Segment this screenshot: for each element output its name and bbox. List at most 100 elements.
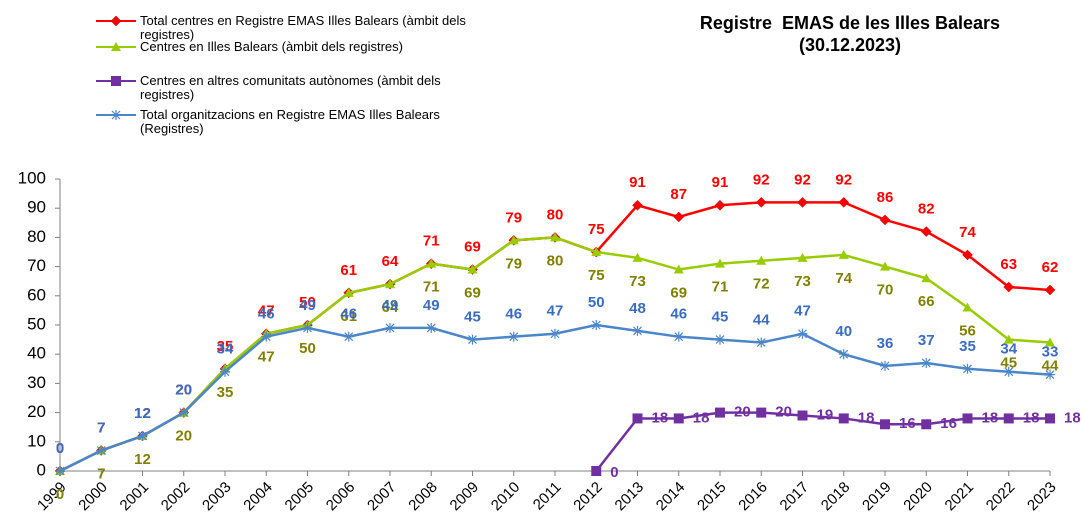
marker: [426, 258, 437, 268]
legend-entry: Total organitzacions en Registre EMAS Il…: [140, 107, 440, 136]
data-label: 71: [423, 279, 440, 296]
x-tick-label: 2010: [488, 479, 524, 515]
data-label: 92: [794, 171, 811, 188]
data-label: 50: [299, 340, 316, 357]
x-tick-label: 2023: [1024, 479, 1060, 515]
data-label: 36: [877, 335, 894, 352]
data-label: 46: [670, 306, 687, 323]
marker: [838, 413, 849, 424]
marker: [673, 264, 684, 274]
data-label: 91: [712, 174, 729, 191]
x-tick-label: 2002: [158, 479, 194, 515]
marker: [756, 337, 767, 348]
data-label: 47: [794, 303, 811, 320]
data-label: 45: [464, 309, 481, 326]
x-tick-label: 2013: [612, 479, 648, 515]
data-label: 56: [959, 322, 976, 339]
y-tick-label: 100: [18, 168, 46, 187]
marker: [1044, 284, 1056, 296]
data-label: 49: [299, 297, 316, 314]
marker: [302, 322, 313, 333]
data-label: 61: [340, 308, 357, 325]
legend-key: [96, 42, 136, 51]
data-label: 47: [258, 303, 275, 320]
data-label: 71: [712, 279, 729, 296]
data-label: 50: [299, 294, 316, 311]
marker: [715, 407, 725, 418]
marker: [962, 302, 973, 312]
data-label: 69: [464, 238, 481, 255]
marker: [797, 197, 808, 208]
marker: [261, 331, 272, 342]
legend-entry: Centres en altres comunitats autònomes (…: [140, 73, 441, 102]
marker: [508, 235, 519, 245]
x-tick-label: 2001: [117, 479, 153, 515]
marker: [838, 349, 849, 360]
data-label: 64: [382, 299, 399, 316]
data-label: 75: [588, 221, 605, 238]
x-tick-label: 2015: [694, 479, 730, 515]
marker: [1003, 413, 1014, 424]
marker: [508, 331, 519, 342]
marker: [797, 328, 808, 339]
marker: [756, 255, 767, 265]
data-label: 48: [629, 300, 646, 317]
marker: [550, 328, 560, 339]
data-label: 73: [794, 273, 811, 290]
marker: [385, 322, 395, 333]
data-label: 19: [817, 406, 834, 423]
data-label: 46: [505, 306, 522, 323]
data-label: 18: [652, 409, 669, 426]
x-tick-label: 2008: [405, 479, 441, 515]
marker: [921, 419, 932, 430]
data-label: 63: [1000, 256, 1017, 273]
marker: [962, 249, 973, 261]
marker: [755, 197, 767, 208]
data-label: 49: [423, 297, 440, 314]
marker: [426, 322, 437, 333]
data-label: 79: [505, 209, 522, 226]
marker: [673, 331, 684, 342]
x-tick-label: 2000: [75, 479, 111, 515]
marker: [343, 331, 354, 342]
data-label: 73: [629, 273, 646, 290]
data-label: 91: [629, 174, 646, 191]
data-label: 20: [175, 428, 192, 445]
data-label: 79: [505, 255, 522, 272]
data-label: 69: [464, 284, 481, 301]
marker: [96, 445, 107, 456]
data-label: 50: [588, 294, 605, 311]
marker: [880, 419, 890, 430]
y-tick-label: 40: [27, 344, 46, 363]
data-label: 34: [217, 341, 234, 358]
x-tick-label: 2021: [942, 479, 978, 515]
data-label: 80: [547, 252, 564, 269]
y-tick-label: 0: [37, 460, 46, 479]
series-line: [595, 411, 1050, 472]
data-label: 33: [1042, 344, 1059, 361]
marker: [385, 279, 395, 289]
marker: [880, 261, 890, 271]
legend-key: [96, 110, 136, 120]
marker: [467, 334, 478, 345]
marker: [962, 413, 973, 424]
data-label: 16: [899, 415, 916, 432]
marker: [962, 363, 973, 374]
data-label: 45: [1000, 355, 1017, 372]
data-label: 47: [547, 303, 564, 320]
legend-key: [96, 76, 136, 86]
marker: [797, 410, 808, 421]
data-label: 35: [959, 338, 976, 355]
marker: [178, 407, 189, 418]
x-tick-label: 2003: [199, 479, 235, 515]
data-label: 7: [97, 420, 105, 437]
marker: [55, 466, 65, 476]
marker: [838, 249, 849, 259]
data-label: 35: [217, 384, 234, 401]
data-label: 16: [940, 415, 957, 432]
x-tick-label: 2007: [364, 479, 400, 515]
x-tick-label: 2011: [530, 479, 565, 514]
data-label: 12: [134, 405, 151, 422]
x-tick-label: 2005: [282, 479, 318, 515]
